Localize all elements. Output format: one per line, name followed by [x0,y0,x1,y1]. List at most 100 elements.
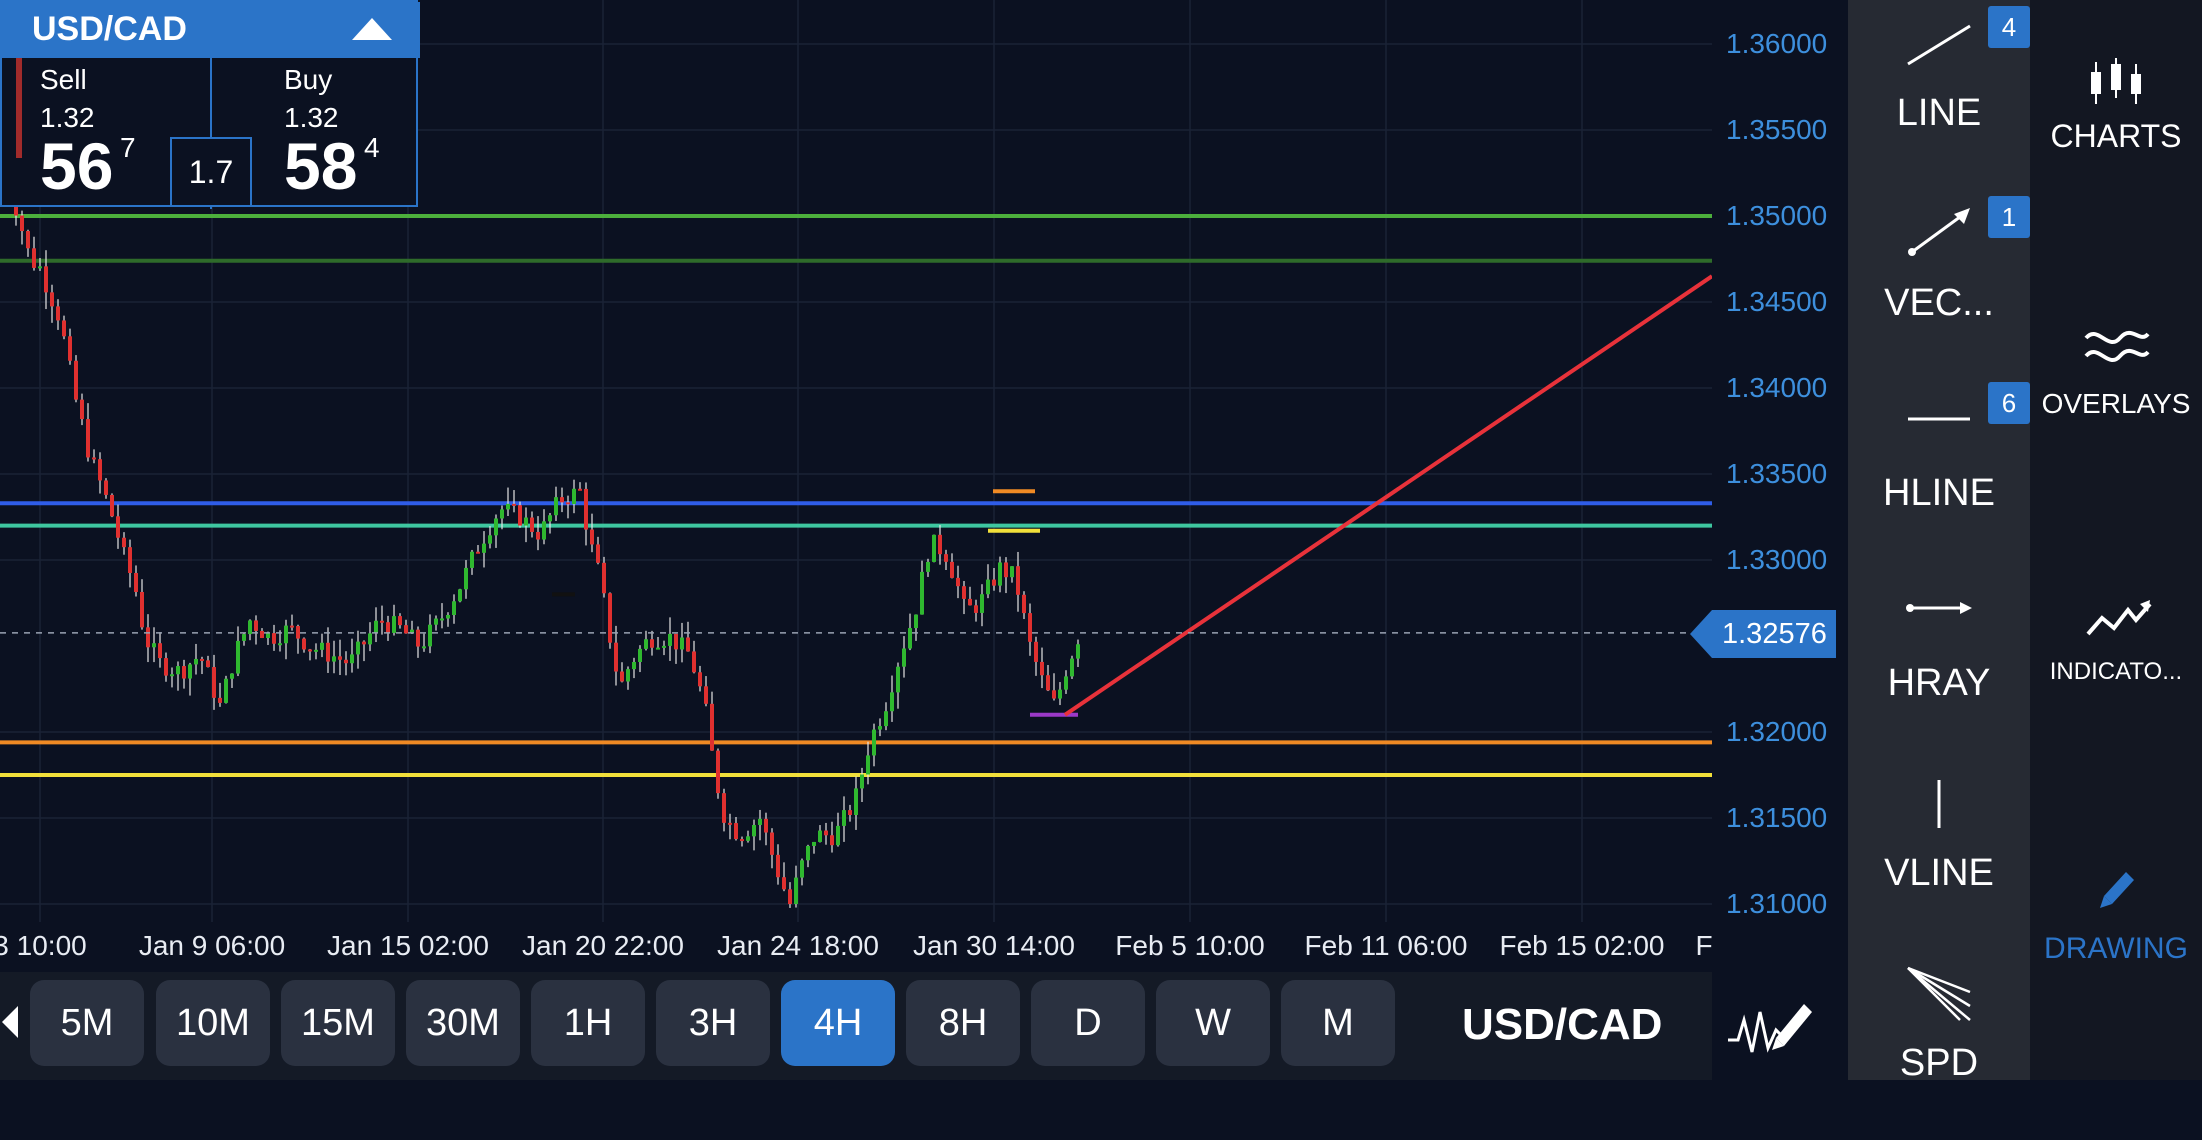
candle-body [434,618,438,625]
candle-body [1040,661,1044,676]
candle-body [356,641,360,655]
candle-body [584,488,588,530]
timeframe-10m[interactable]: 10M [156,980,270,1066]
chart-drawing-toggle-icon[interactable] [1726,990,1816,1060]
buy-price-fraction: 4 [364,132,380,163]
candle-body [44,266,48,293]
tool-speed-lines[interactable]: SPD [1848,950,2030,1140]
candle-body [1022,594,1026,614]
candle-body [284,625,288,644]
price-tick: 1.33500 [1726,458,1828,489]
tool-hline[interactable]: 6 HLINE [1848,380,2030,570]
overlays-icon [2084,330,2150,362]
candle-body [686,637,690,652]
candle-body [710,703,714,751]
quote-panel[interactable]: USD/CAD Sell 1.32 56 7 Buy 1.32 58 4 1.7 [0,0,420,209]
candle-body [128,547,132,573]
candle-body [482,543,486,553]
menu-label: DRAWING [2044,932,2188,965]
chart-area[interactable]: 3 10:00 Jan 9 06:00 Jan 15 02:00 Jan 20 … [0,0,1713,972]
menu-indicators[interactable]: INDICATO... [2030,580,2202,770]
candle-body [866,755,870,775]
drawing-tools-panel: 4 LINE 1 VEC... 6 HLINE HRAY VLINE SPD [1848,0,2030,1084]
tool-line[interactable]: 4 LINE [1848,0,2030,190]
candle-body [350,654,354,664]
timeframe-15m[interactable]: 15M [281,980,395,1066]
price-tick: 1.34500 [1726,286,1828,317]
timeframe-5m[interactable]: 5M [30,980,144,1066]
scroll-left-icon[interactable] [2,1006,18,1038]
candle-body [848,810,852,815]
candle-body [224,678,228,703]
candle-body [938,534,942,555]
candle-body [590,529,594,545]
candle-body [74,360,78,400]
candle-body [860,774,864,789]
candle-body [374,620,378,634]
symbol-selector[interactable]: USD/CAD [1462,1000,1663,1049]
price-chart[interactable] [0,0,1712,972]
tool-vector[interactable]: 1 VEC... [1848,190,2030,380]
timeframe-8h[interactable]: 8H [906,980,1020,1066]
candle-body [986,579,990,595]
price-axis[interactable]: 1.36000 1.35500 1.35000 1.34500 1.34000 … [1712,0,1848,972]
candle-body [140,591,144,628]
tool-vline[interactable]: VLINE [1848,760,2030,950]
candle-body [68,336,72,361]
candle-body [428,624,432,647]
buy-price-prefix: 1.32 [284,102,339,133]
timeframe-bar: 5M 10M 15M 30M 1H 3H 4H 8H D W M USD/CAD [0,972,1712,1080]
tool-badge: 6 [1988,382,2030,424]
timeframe-m[interactable]: M [1281,980,1395,1066]
candles [2,137,1080,908]
candle-body [596,544,600,563]
candle-body [920,571,924,615]
trend-line [1063,274,1712,717]
candle-body [638,648,642,662]
timeframe-3h[interactable]: 3H [656,980,770,1066]
candle-body [536,531,540,540]
time-tick: Feb 15 02:00 [1499,930,1665,961]
candle-body [722,793,726,823]
candle-body [296,626,300,639]
candle-body [386,622,390,633]
candle-body [662,645,666,648]
timeframe-30m[interactable]: 30M [406,980,520,1066]
timeframe-4h[interactable]: 4H [781,980,895,1066]
candle-body [626,669,630,682]
candle-body [554,497,558,516]
tool-hray[interactable]: HRAY [1848,570,2030,760]
candle-body [854,788,858,815]
tool-badge: 4 [1988,6,2030,48]
candle-body [398,616,402,626]
spread-value: 1.7 [170,137,252,207]
menu-overlays[interactable]: OVERLAYS [2030,310,2202,500]
candle-body [254,620,258,631]
price-tick: 1.32000 [1726,716,1828,747]
timeframe-w[interactable]: W [1156,980,1270,1066]
timeframe-1h[interactable]: 1H [531,980,645,1066]
candle-body [650,639,654,648]
candle-body [692,651,696,673]
candle-body [818,830,822,842]
quote-header[interactable]: USD/CAD [2,2,420,58]
candle-body [518,505,522,526]
drawn-markers [552,489,1078,717]
timeframe-d[interactable]: D [1031,980,1145,1066]
candle-body [842,810,846,826]
menu-charts[interactable]: CHARTS [2030,40,2202,230]
time-axis: 3 10:00 Jan 9 06:00 Jan 15 02:00 Jan 20 … [0,922,1713,972]
candle-body [992,579,996,586]
candle-body [656,647,660,650]
vector-icon [1908,208,1970,256]
candle-body [1010,566,1014,578]
candle-body [452,601,456,616]
time-tick: 3 10:00 [0,930,87,961]
candle-body [20,215,24,232]
collapse-caret-icon[interactable] [352,18,392,40]
menu-drawing[interactable]: DRAWING [2030,850,2202,1040]
price-tick: 1.34000 [1726,372,1828,403]
price-tick: 1.31000 [1726,888,1828,919]
price-tick: 1.36000 [1726,28,1828,59]
buy-price-pips: 58 [284,129,358,203]
